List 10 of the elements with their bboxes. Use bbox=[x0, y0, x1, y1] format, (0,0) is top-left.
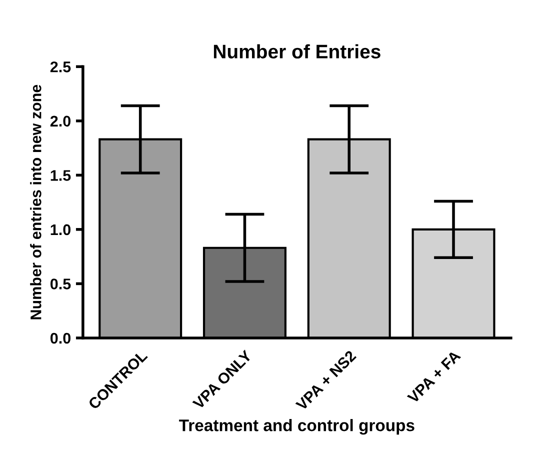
chart-title: Number of Entries bbox=[214, 44, 380, 58]
y-tick-label: 0.5 bbox=[50, 278, 71, 290]
y-tick-label: 2.5 bbox=[50, 62, 71, 72]
y-tick-label: 1.0 bbox=[50, 224, 70, 236]
y-tick-label: 2.0 bbox=[50, 116, 70, 127]
y-tick-label: 0.0 bbox=[50, 332, 70, 344]
y-axis-title: Number of entries into new zone bbox=[30, 84, 42, 320]
x-axis-title: Treatment and control groups bbox=[179, 419, 414, 435]
y-tick-label: 1.5 bbox=[50, 170, 71, 181]
x-tick-label: VPA + FA bbox=[406, 350, 462, 404]
